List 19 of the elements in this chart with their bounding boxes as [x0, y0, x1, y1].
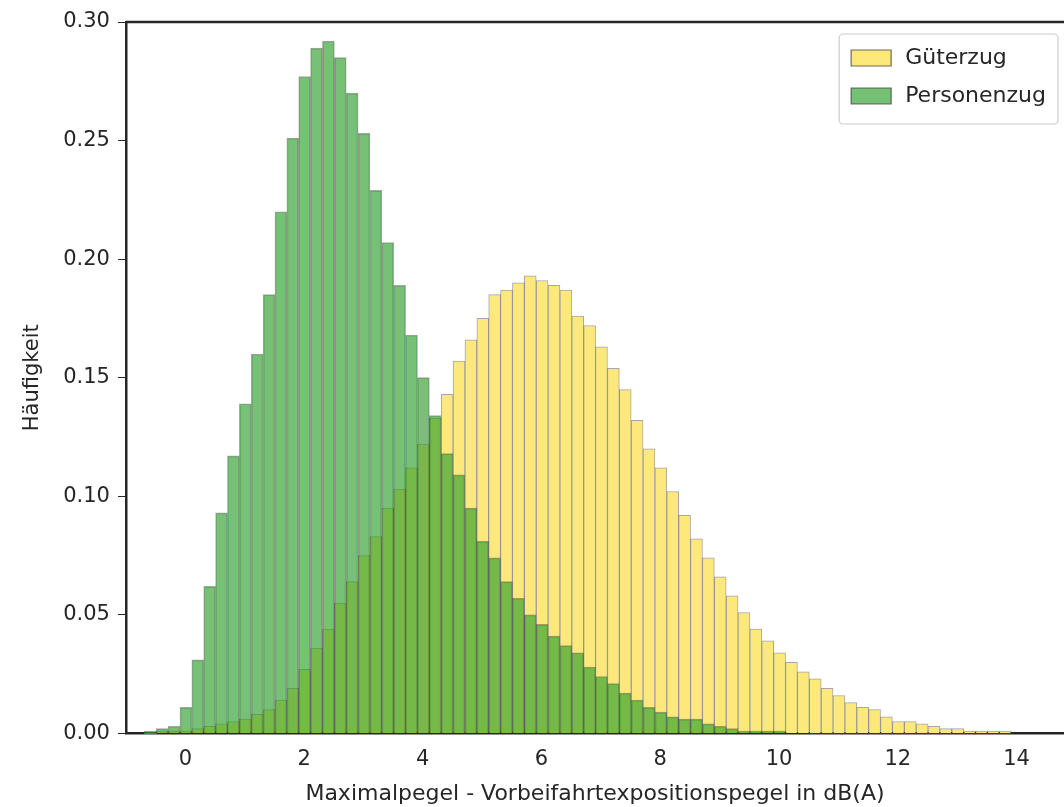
x-tick-label: 2	[297, 746, 311, 771]
y-tick-label: 0.15	[63, 364, 110, 389]
legend-label: Güterzug	[905, 43, 1007, 69]
x-tick-label: 4	[416, 746, 430, 771]
y-tick-label: 0.25	[63, 127, 110, 152]
y-tick-label: 0.30	[63, 8, 110, 33]
x-axis-title: Maximalpegel - Vorbeifahrtexpositionspegel in dB(A)	[305, 779, 885, 805]
x-tick-label: 8	[653, 746, 667, 771]
x-tick-label: 0	[178, 746, 193, 771]
legend-label: Personenzug	[905, 81, 1047, 107]
y-tick-label: 0.00	[63, 719, 110, 744]
x-tick-label: 14	[1003, 746, 1030, 771]
x-tick-label: 10	[765, 746, 793, 771]
y-tick-label: 0.20	[63, 245, 110, 270]
x-tick-label: 6	[534, 746, 549, 771]
x-tick-label: 12	[884, 746, 912, 771]
y-tick-label: 0.05	[63, 601, 110, 626]
y-tick-label: 0.10	[63, 482, 110, 507]
y-axis-title: Häufigkeit	[19, 324, 44, 432]
